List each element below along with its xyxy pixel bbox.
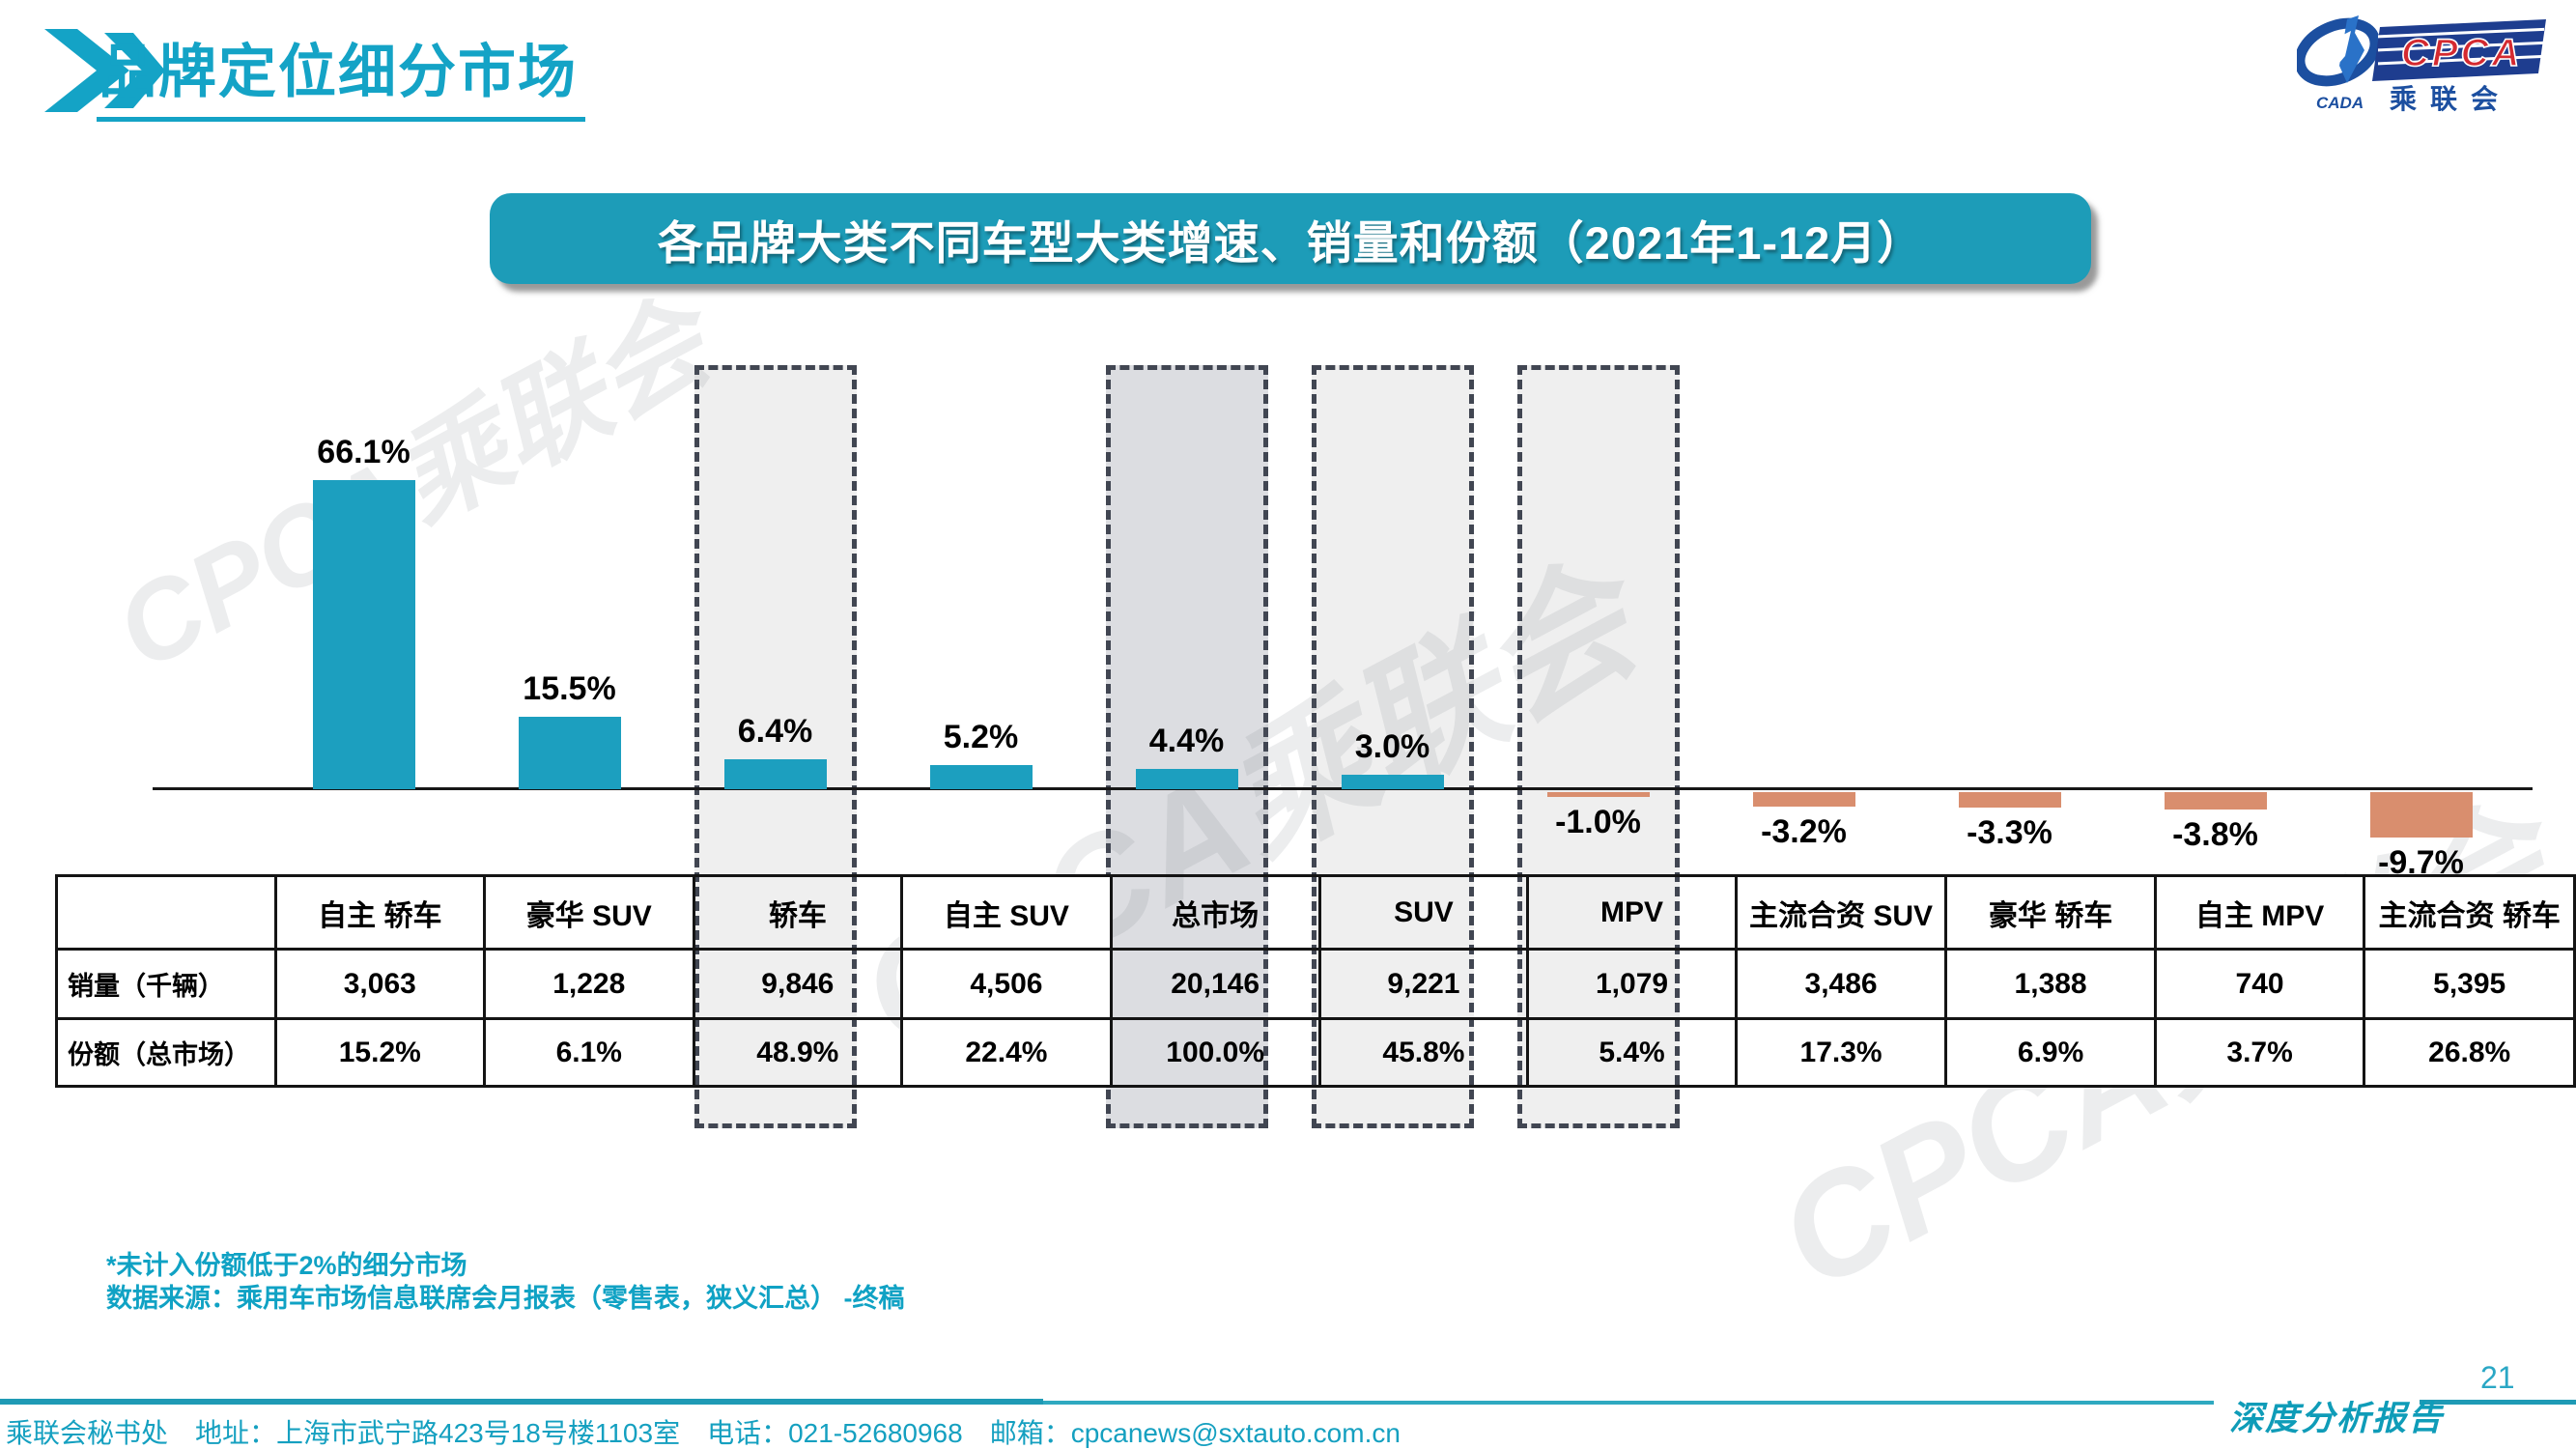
table-cell-share: 100.0% xyxy=(1109,1017,1321,1088)
bar-value-label: -1.0% xyxy=(1555,803,1641,840)
table-cell-share: 22.4% xyxy=(900,1017,1113,1088)
cpca-cn-label: 乘联会 xyxy=(2390,84,2511,112)
bar-value-label: 4.4% xyxy=(1148,722,1225,759)
report-type-label: 深度分析报告 xyxy=(2229,1399,2445,1438)
cada-label: CADA xyxy=(2316,94,2364,112)
table-col-header: 轿车 xyxy=(692,874,904,951)
table-row: 自主 轿车 豪华 SUV 轿车 自主 SUV 总市场 SUV MPV 主流合资 SUV 豪华 轿… xyxy=(55,874,2576,951)
chart-title-banner: 各品牌大类不同车型大类增速、销量和份额（2021年1-12月） xyxy=(490,193,2091,284)
table-cell-sales: 9,221 xyxy=(1317,948,1530,1020)
table-row: 份额（总市场） 15.2% 6.1% 48.9% 22.4% 100.0% 45.8% 5.4… xyxy=(55,1017,2576,1088)
page-number: 21 xyxy=(2480,1360,2515,1395)
bar xyxy=(2164,792,2267,810)
footer-rule-right xyxy=(2420,1400,2576,1405)
bar xyxy=(723,759,827,789)
bar xyxy=(1958,792,2061,808)
data-table: 自主 轿车 豪华 SUV 轿车 自主 SUV 总市场 SUV MPV 主流合资 SUV 豪华 轿… xyxy=(55,874,2576,1088)
table-row-header: 销量（千辆） xyxy=(55,948,277,1020)
table-cell-share: 45.8% xyxy=(1317,1017,1530,1088)
bar xyxy=(518,716,621,789)
table-cell-share: 6.1% xyxy=(483,1017,695,1088)
table-col-header: 主流合资 轿车 xyxy=(2363,874,2576,951)
table-col-header: MPV xyxy=(1526,874,1738,951)
table-cell-share: 15.2% xyxy=(273,1017,487,1088)
table-cell-sales: 1,079 xyxy=(1526,948,1738,1020)
bar-value-label: 66.1% xyxy=(317,434,410,471)
table-col-header: 主流合资 SUV xyxy=(1734,874,1948,951)
bar-value-label: 3.0% xyxy=(1354,728,1430,766)
table-col-header: 豪华 轿车 xyxy=(1944,874,2157,951)
page-title: 品牌定位细分市场 xyxy=(97,25,585,122)
table-cell-sales: 1,388 xyxy=(1944,948,2157,1020)
table-cell-share: 6.9% xyxy=(1944,1017,2157,1088)
table-cell-share: 48.9% xyxy=(692,1017,904,1088)
table-cell-sales: 20,146 xyxy=(1109,948,1321,1020)
table-row: 销量（千辆） 3,063 1,228 9,846 4,506 20,146 9,221 1,0… xyxy=(55,948,2576,1020)
table-col-header: 自主 MPV xyxy=(2153,874,2366,951)
bar-value-label: -3.2% xyxy=(1761,813,1847,851)
table-cell-sales: 1,228 xyxy=(483,948,695,1020)
footer-contact: 乘联会秘书处 地址：上海市武宁路423号18号楼1103室 电话：021-526… xyxy=(6,1418,1401,1448)
bar-value-label: 5.2% xyxy=(943,718,1019,755)
cpca-cada-logo: CADA CPCA 乘联会 xyxy=(2297,15,2546,112)
table-col-header: 自主 轿车 xyxy=(273,874,487,951)
footnote-data-source: 数据来源：乘用车市场信息联席会月报表（零售表，狭义汇总） -终稿 xyxy=(106,1284,905,1313)
table-cell-share: 17.3% xyxy=(1734,1017,1948,1088)
table-col-header: 自主 SUV xyxy=(900,874,1113,951)
table-cell-sales: 3,063 xyxy=(273,948,487,1020)
double-chevron-icon xyxy=(44,29,165,112)
table-cell-share: 26.8% xyxy=(2363,1017,2576,1088)
table-col-header: 豪华 SUV xyxy=(483,874,695,951)
bar xyxy=(1546,792,1650,797)
bar xyxy=(1341,775,1444,789)
bar-value-label: 6.4% xyxy=(737,713,813,751)
table-row-header: 份额（总市场） xyxy=(55,1017,277,1088)
table-col-header: 总市场 xyxy=(1109,874,1321,951)
table-col-header: SUV xyxy=(1317,874,1530,951)
bar-value-label: 15.5% xyxy=(523,669,616,707)
table-row-header xyxy=(55,874,277,951)
table-cell-share: 3.7% xyxy=(2153,1017,2366,1088)
footer-rule-mid xyxy=(1043,1401,2214,1405)
table-cell-sales: 9,846 xyxy=(692,948,904,1020)
bar xyxy=(312,480,415,789)
bar xyxy=(2369,792,2473,838)
bar xyxy=(929,764,1033,789)
footer-rule-left xyxy=(0,1399,1043,1405)
table-cell-share: 5.4% xyxy=(1526,1017,1738,1088)
table-cell-sales: 4,506 xyxy=(900,948,1113,1020)
bar xyxy=(1752,792,1855,808)
bar xyxy=(1135,768,1238,789)
cpca-label: CPCA xyxy=(2401,32,2522,74)
table-cell-sales: 3,486 xyxy=(1734,948,1948,1020)
chart-title: 各品牌大类不同车型大类增速、销量和份额（2021年1-12月） xyxy=(657,216,1924,269)
bar-value-label: -3.8% xyxy=(2172,816,2258,854)
table-cell-sales: 5,395 xyxy=(2363,948,2576,1020)
bar-value-label: -3.3% xyxy=(1967,813,2052,851)
table-cell-sales: 740 xyxy=(2153,948,2366,1020)
footnote-share-threshold: *未计入份额低于2%的细分市场 xyxy=(106,1251,467,1280)
